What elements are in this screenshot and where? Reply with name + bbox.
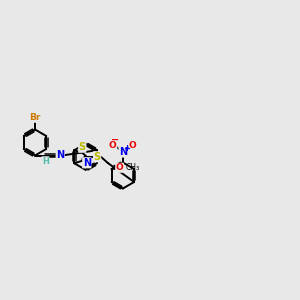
Text: S: S (79, 142, 86, 152)
Text: O: O (129, 141, 137, 150)
Text: H: H (42, 157, 49, 166)
Text: Br: Br (29, 113, 41, 122)
Text: O: O (116, 163, 124, 172)
Text: N: N (56, 151, 64, 160)
Text: CH₃: CH₃ (126, 163, 140, 172)
Text: N: N (119, 147, 127, 157)
Text: S: S (94, 152, 101, 162)
Text: −: − (111, 135, 119, 145)
Text: N: N (83, 158, 91, 168)
Text: O: O (109, 141, 117, 150)
Text: +: + (124, 144, 130, 153)
